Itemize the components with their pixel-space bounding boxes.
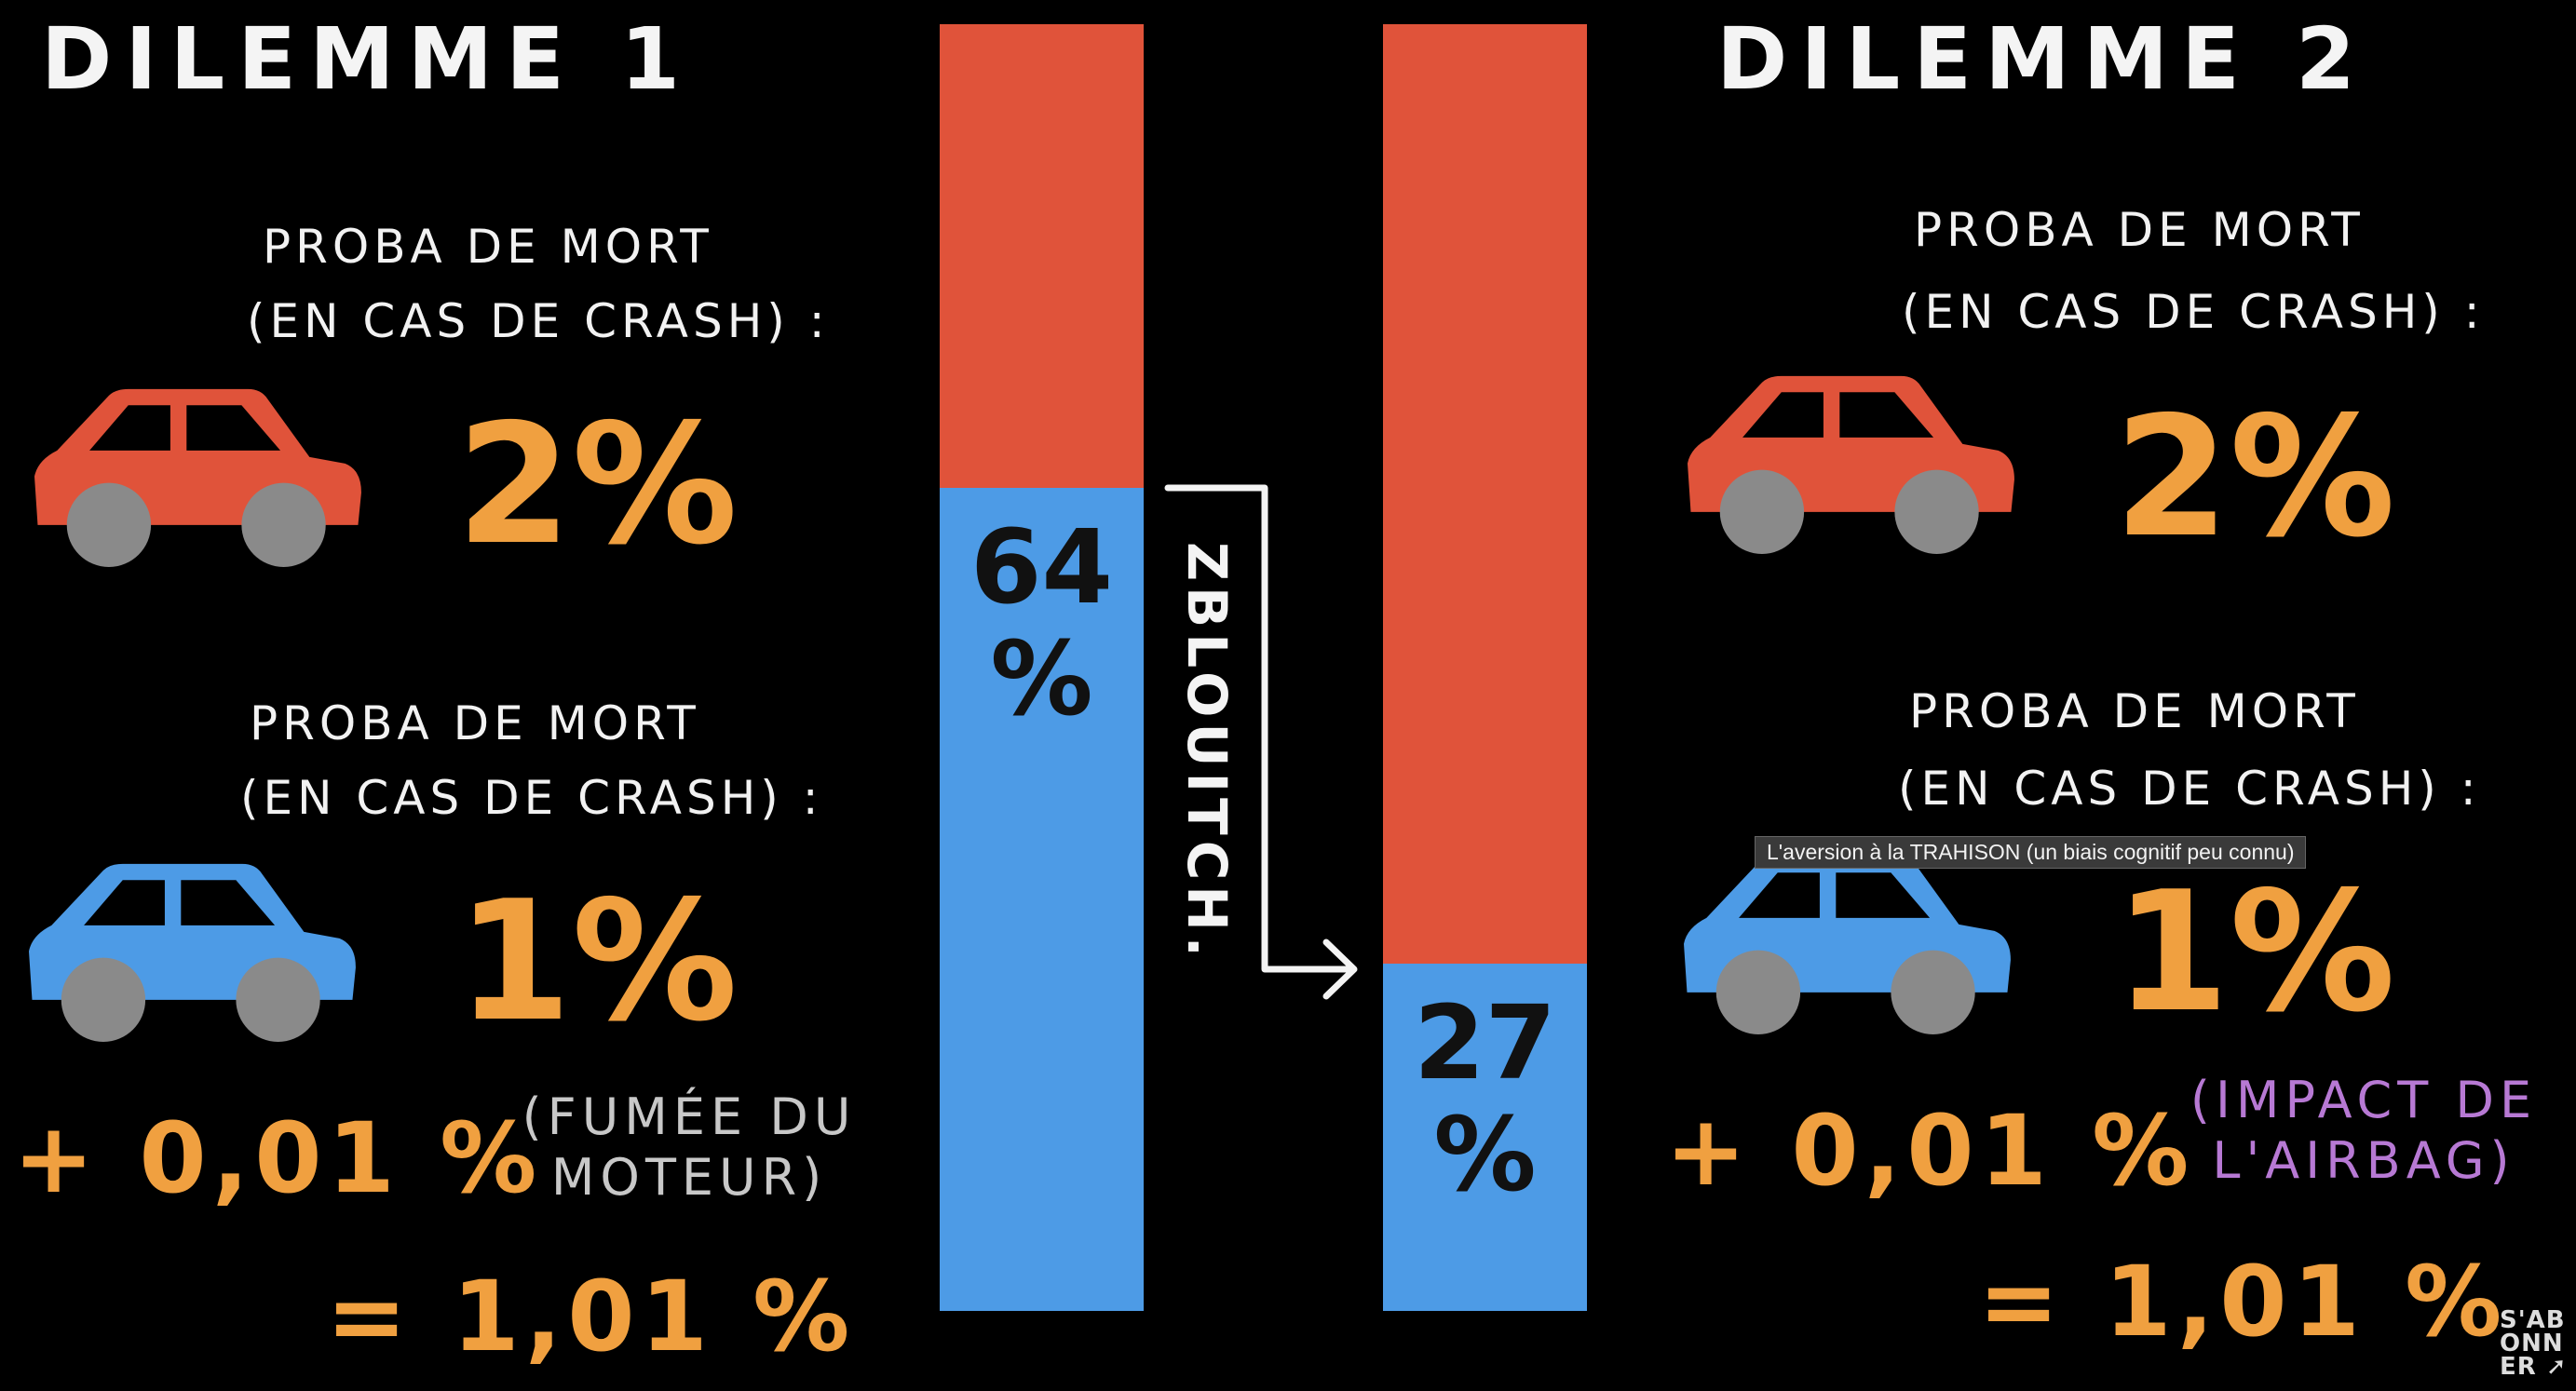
dilemma-1-blue-label: PROBA DE MORT bbox=[250, 696, 700, 750]
dilemma-1-total: = 1,01 % bbox=[326, 1260, 856, 1373]
note-line-2: MOTEUR) bbox=[550, 1147, 828, 1207]
red-car-icon bbox=[1675, 363, 2020, 554]
bar-dilemma-2-value: 27 bbox=[1413, 982, 1557, 1102]
bar-dilemma-2-blue-fill: 27 % bbox=[1383, 963, 1587, 1311]
arrow-label: ZBLOUITCH. bbox=[1175, 542, 1239, 963]
bar-dilemma-2: 27 % bbox=[1383, 24, 1587, 1311]
dilemma-1-note: (FUMÉE DU MOTEUR) bbox=[503, 1087, 875, 1209]
dilemma-2-total: = 1,01 % bbox=[1978, 1245, 2508, 1358]
dilemma-2-extra: + 0,01 % bbox=[1665, 1094, 2195, 1208]
dilemma-1-blue-sub: (EN CAS DE CRASH) : bbox=[240, 771, 823, 825]
dilemma-2-red-sub: (EN CAS DE CRASH) : bbox=[1902, 285, 2485, 339]
dilemma-1-extra: + 0,01 % bbox=[13, 1101, 543, 1215]
dilemma-1-red-sub: (EN CAS DE CRASH) : bbox=[247, 294, 830, 348]
dilemma-1-red-value: 2% bbox=[456, 388, 739, 581]
bar-dilemma-1: 64 % bbox=[940, 24, 1144, 1311]
dilemma-2-blue-label: PROBA DE MORT bbox=[1909, 684, 2360, 738]
subscribe-button[interactable]: S'AB ONN ER ➚ bbox=[2500, 1306, 2568, 1381]
dilemma-2-red-label: PROBA DE MORT bbox=[1914, 203, 2365, 257]
dilemma-2-blue-sub: (EN CAS DE CRASH) : bbox=[1898, 762, 2481, 816]
dilemma-2-note: (IMPACT DE L'AIRBAG) bbox=[2159, 1071, 2569, 1192]
note-line-1: (IMPACT DE bbox=[2190, 1071, 2538, 1129]
dilemma-2-title: DILEMME 2 bbox=[1716, 9, 2369, 109]
dilemma-2-red-value: 2% bbox=[2114, 381, 2396, 574]
blue-car-icon bbox=[1672, 844, 2016, 1034]
bar-dilemma-2-unit: % bbox=[1433, 1094, 1537, 1214]
video-title-tooltip: L'aversion à la TRAHISON (un biais cogni… bbox=[1755, 836, 2307, 869]
dilemma-1-blue-value: 1% bbox=[456, 865, 739, 1058]
subscribe-logo: S'AB ONN ER ➚ bbox=[2500, 1306, 2568, 1381]
dilemma-2-blue-value: 1% bbox=[2114, 856, 2396, 1048]
bar-dilemma-1-blue-fill: 64 % bbox=[940, 487, 1144, 1311]
bar-dilemma-1-value: 64 bbox=[969, 506, 1114, 627]
bar-dilemma-1-unit: % bbox=[990, 618, 1093, 738]
dilemma-1-red-label: PROBA DE MORT bbox=[263, 220, 713, 274]
arrow-icon bbox=[1164, 484, 1358, 1000]
note-line-1: (FUMÉE DU bbox=[522, 1087, 857, 1146]
red-car-icon bbox=[22, 376, 367, 567]
note-line-2: L'AIRBAG) bbox=[2212, 1130, 2515, 1190]
dilemma-1-title: DILEMME 1 bbox=[41, 9, 694, 109]
blue-car-icon bbox=[17, 851, 361, 1042]
